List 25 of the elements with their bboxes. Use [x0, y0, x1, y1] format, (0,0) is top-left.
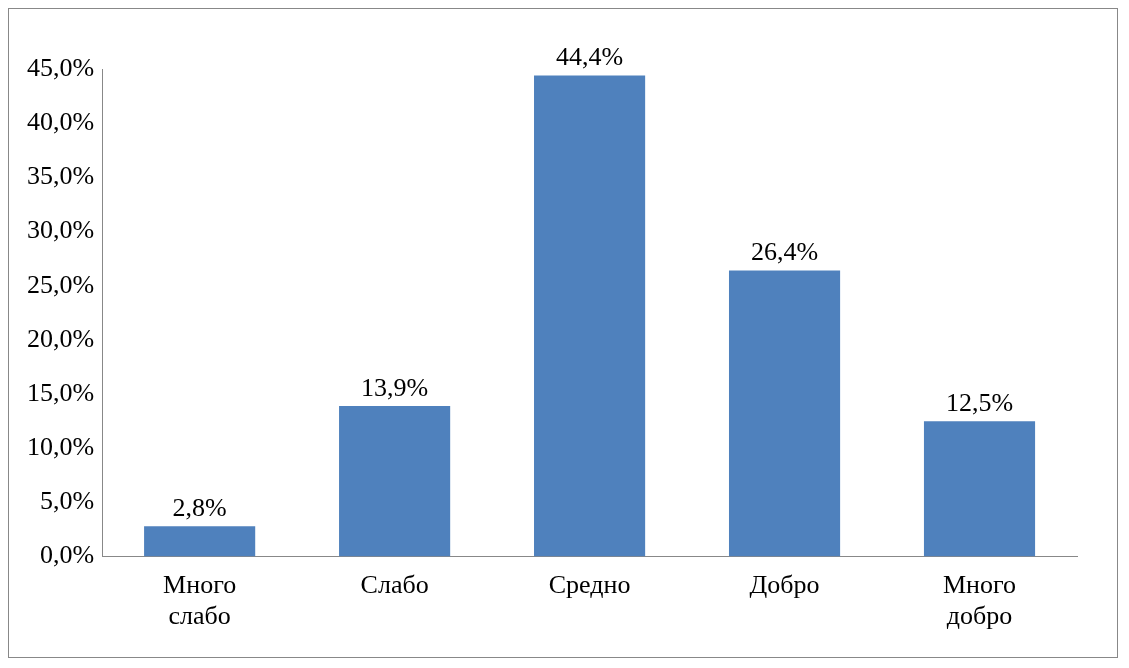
data-label: 12,5%: [945, 387, 1014, 417]
bar: [923, 421, 1036, 557]
y-tick-label: 45,0%: [26, 52, 95, 82]
data-label: 44,4%: [555, 42, 624, 72]
y-tick-label: 40,0%: [26, 107, 95, 137]
bar: [339, 405, 451, 557]
y-tick-label: 10,0%: [26, 432, 95, 462]
bar: [728, 270, 841, 557]
data-label: 13,9%: [361, 372, 429, 402]
x-tick-label: Много добро: [942, 570, 1017, 631]
y-tick-label: 0,0%: [39, 540, 95, 570]
y-tick-label: 15,0%: [26, 377, 95, 407]
data-label: 2,8%: [172, 493, 227, 523]
x-tick-label: Добро: [749, 570, 820, 600]
y-tick-label: 20,0%: [26, 323, 95, 353]
x-tick-label: Много слабо: [163, 570, 237, 631]
x-tick-label: Слабо: [360, 570, 429, 600]
y-tick-label: 35,0%: [26, 161, 95, 191]
bar: [534, 75, 646, 557]
bar: [144, 526, 256, 557]
y-tick-label: 5,0%: [39, 486, 95, 516]
y-tick-label: 30,0%: [26, 215, 95, 245]
x-tick-label: Средно: [548, 570, 631, 600]
y-tick-label: 25,0%: [26, 269, 95, 299]
data-label: 26,4%: [750, 237, 819, 267]
